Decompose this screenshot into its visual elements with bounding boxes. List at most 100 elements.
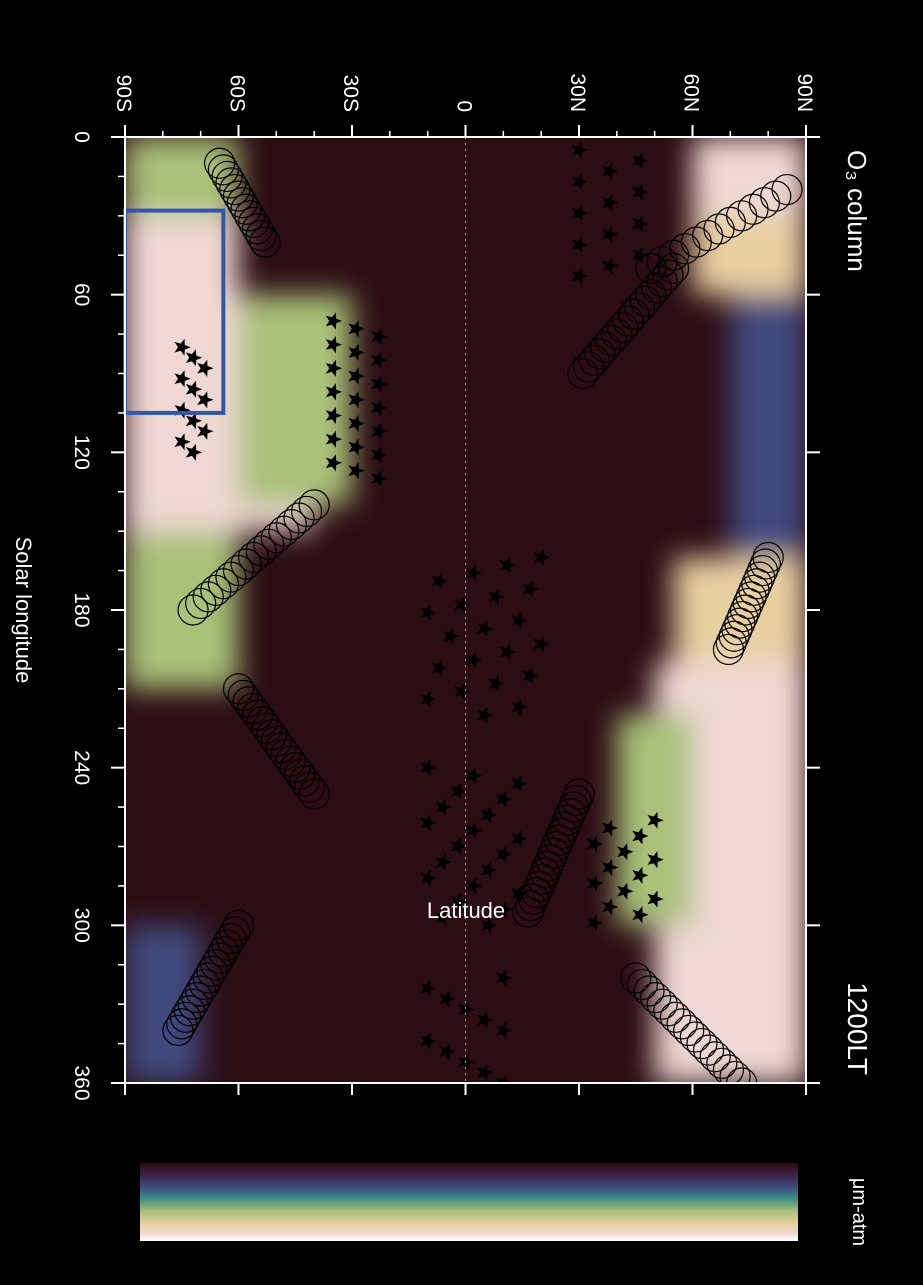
observation-star-marker [185, 380, 203, 398]
observation-star-marker [602, 257, 619, 275]
observation-star-marker [450, 893, 467, 911]
observation-star-marker [348, 438, 365, 456]
observation-star-marker [371, 399, 388, 417]
observation-circle-marker [738, 574, 770, 606]
observation-star-marker [477, 619, 494, 637]
observation-star-marker [647, 851, 664, 869]
observation-star-marker [443, 627, 460, 645]
x-axis-ticks: 0 60 120 180 240 300 360 [70, 131, 820, 1101]
observation-circle-marker [532, 850, 564, 882]
observation-star-marker [371, 351, 388, 369]
observation-star-marker [632, 152, 649, 170]
observation-circle-marker [659, 1001, 692, 1033]
observation-star-marker [420, 979, 437, 997]
y-axis-ticks: 90S 60S 30S 0 30N 60N 90N [112, 73, 816, 1095]
observation-star-marker [420, 869, 437, 887]
observation-star-marker [477, 1011, 494, 1029]
y-tick-label: 0 [453, 100, 476, 112]
rotated-figure-group: 0 60 120 180 240 300 360 90S 60S 30S 0 30N 60N 90N O… [11, 73, 873, 1246]
observation-circle-marker [563, 778, 595, 810]
observation-circle-marker [640, 981, 672, 1014]
observation-star-marker [371, 328, 388, 346]
x-axis-label: Solar longitude [11, 537, 36, 684]
observation-star-marker [465, 767, 483, 785]
observation-circle-marker [735, 581, 767, 613]
observation-star-marker [454, 682, 471, 700]
observation-star-marker [325, 454, 343, 472]
observation-circle-marker [646, 246, 678, 278]
x-tick-label: 360 [70, 1065, 93, 1100]
observation-star-marker [185, 349, 203, 367]
observation-star-marker [458, 1000, 475, 1018]
observation-star-marker [522, 580, 539, 598]
observation-star-marker [450, 837, 467, 856]
observation-circle-marker [166, 1008, 198, 1040]
observation-star-marker [586, 874, 604, 892]
observation-star-marker [420, 690, 437, 708]
observation-star-marker [348, 320, 365, 338]
observation-star-marker [586, 835, 604, 853]
observation-circle-marker [589, 331, 622, 363]
observation-circle-marker [177, 594, 209, 626]
observation-star-marker [458, 1053, 475, 1071]
observation-star-marker [450, 782, 467, 800]
observation-star-marker [465, 822, 483, 840]
observation-star-marker [325, 430, 343, 448]
observation-star-marker [571, 236, 588, 254]
observation-circle-marker [726, 1067, 758, 1083]
observation-star-marker [420, 759, 437, 777]
observation-circle-marker [601, 318, 633, 350]
observation-circle-marker [626, 968, 658, 1001]
observation-star-marker [454, 596, 471, 614]
observation-star-marker [420, 604, 437, 622]
observation-circle-marker [646, 988, 678, 1020]
y-tick-label: 30S [339, 75, 362, 112]
observation-star-marker [348, 367, 365, 385]
observation-circle-marker [537, 837, 570, 869]
observation-star-marker [533, 548, 551, 566]
observation-circle-marker [741, 568, 773, 600]
observation-circle-marker [578, 344, 610, 376]
observation-star-marker [185, 412, 203, 430]
x-tick-label: 60 [70, 283, 93, 306]
ozone-field-cell [730, 294, 806, 558]
observation-star-marker [465, 877, 483, 895]
observation-star-marker [325, 312, 343, 330]
observation-circle-marker [706, 1047, 738, 1079]
observation-circle-marker [512, 896, 544, 928]
observation-circle-marker [618, 298, 650, 330]
observation-star-marker [632, 827, 649, 845]
observation-circle-marker [567, 357, 599, 390]
observation-star-marker [533, 635, 551, 653]
observation-circle-marker [749, 548, 781, 580]
observation-circle-marker [515, 890, 547, 922]
ozone-field-cell [673, 557, 806, 663]
observation-star-marker [435, 798, 452, 816]
observation-circle-marker [572, 351, 605, 383]
ozone-field-cell [692, 215, 806, 295]
observation-star-marker [647, 890, 664, 908]
observation-star-marker [632, 183, 649, 201]
observation-star-marker [477, 706, 494, 724]
observation-star-marker [348, 391, 365, 409]
observation-circle-marker [732, 587, 764, 620]
observation-circle-marker [584, 338, 616, 370]
observation-circle-marker [718, 620, 750, 652]
x-tick-label: 180 [70, 592, 93, 627]
observation-circle-marker [719, 1060, 751, 1083]
observation-star-marker [488, 588, 505, 606]
observation-star-marker [602, 859, 619, 877]
observation-circle-marker [652, 259, 684, 291]
observation-circle-marker [289, 765, 321, 797]
observation-star-marker [511, 612, 528, 630]
observation-star-marker [371, 446, 388, 464]
observation-star-marker [197, 422, 214, 440]
observation-star-marker [602, 225, 619, 243]
observation-star-marker [499, 643, 517, 661]
observation-star-marker [371, 470, 388, 488]
observation-circle-marker [657, 252, 690, 284]
observation-star-marker [197, 359, 214, 377]
observation-star-marker [420, 814, 437, 832]
observation-circle-marker [633, 975, 665, 1007]
